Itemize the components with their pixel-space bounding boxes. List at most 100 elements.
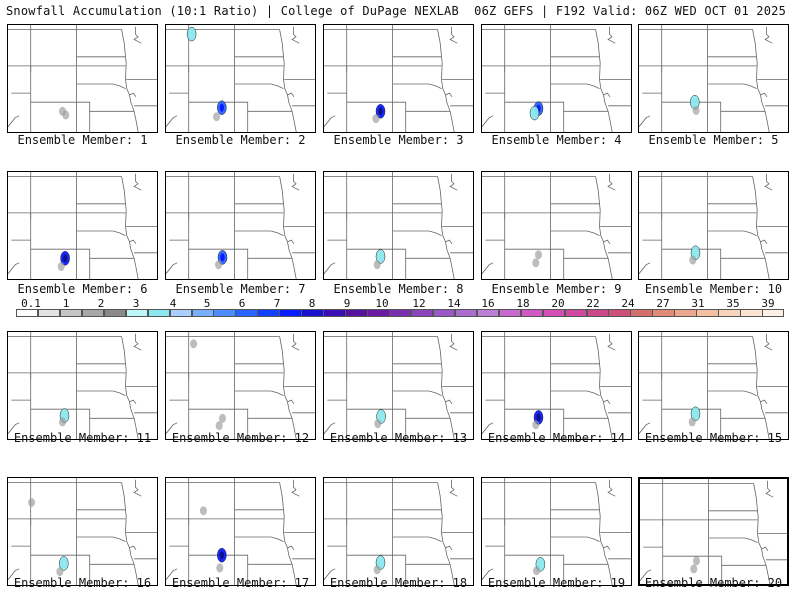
ensemble-member-label: Ensemble Member: 12 <box>171 431 310 445</box>
snowfall-blob <box>529 105 540 121</box>
state-border-line <box>482 568 494 580</box>
colorbar-swatch <box>520 309 544 317</box>
state-border-line <box>346 248 451 259</box>
river-border-line <box>437 29 455 132</box>
lake-outline <box>449 333 458 351</box>
colorbar-swatch <box>718 309 741 317</box>
state-border-line <box>188 248 293 259</box>
river-border-line <box>595 176 613 279</box>
state-border-line <box>30 101 135 112</box>
colorbar-tick-label: 12 <box>412 297 426 310</box>
ensemble-member-label: Ensemble Member: 19 <box>487 576 626 590</box>
map-svg <box>639 25 788 132</box>
ensemble-member-map <box>323 477 474 586</box>
ensemble-member-map <box>7 24 158 133</box>
ensemble-member-label: Ensemble Member: 5 <box>648 133 779 147</box>
lake-outline <box>449 479 458 497</box>
map-svg <box>639 172 788 279</box>
colorbar-swatch <box>762 309 785 317</box>
state-border-line <box>504 554 609 565</box>
ensemble-member-label: Ensemble Member: 13 <box>329 431 468 445</box>
colorbar-swatch <box>498 309 522 317</box>
colorbar-tick-label: 3 <box>132 297 140 310</box>
colorbar-swatch <box>367 309 390 317</box>
state-border-line <box>639 422 651 434</box>
river-border-line <box>112 230 126 236</box>
colorbar-swatch <box>389 309 412 317</box>
snowfall-blob <box>688 417 696 427</box>
lake-outline <box>291 479 300 497</box>
run-valid-time: 06Z GEFS | F192 Valid: 06Z WED OCT 01 20… <box>474 4 786 18</box>
river-border-line <box>287 399 295 405</box>
lake-outline <box>449 26 458 44</box>
state-border-line <box>8 422 20 434</box>
colorbar-tick-label: 6 <box>238 297 246 310</box>
river-border-line <box>270 83 284 89</box>
snowfall-blob <box>372 114 380 124</box>
state-border-line <box>661 248 766 259</box>
ensemble-member-label: Ensemble Member: 6 <box>17 282 148 296</box>
ensemble-member-map <box>7 331 158 440</box>
map-svg <box>482 332 631 439</box>
river-border-line <box>270 536 284 542</box>
map-svg <box>640 479 787 584</box>
lake-outline <box>449 173 458 191</box>
lake-outline <box>291 173 300 191</box>
snowfall-blob <box>213 112 221 122</box>
ensemble-member-map <box>165 24 316 133</box>
ensemble-member-map <box>638 24 789 133</box>
colorbar-swatch <box>476 309 500 317</box>
river-border-line <box>752 176 770 279</box>
colorbar-tick-label: 22 <box>586 297 600 310</box>
colorbar-swatch <box>125 309 149 317</box>
state-border-line <box>482 115 494 127</box>
snowfall-blob <box>60 251 70 266</box>
snowfall-blob <box>199 506 207 516</box>
colorbar-tick-label: 9 <box>343 297 351 310</box>
snowfall-blob <box>373 260 381 270</box>
lake-outline <box>133 479 142 497</box>
lake-outline <box>291 333 300 351</box>
map-svg <box>324 332 473 439</box>
snowfall-blob <box>533 566 540 576</box>
colorbar-swatch <box>542 309 566 317</box>
map-title: Snowfall Accumulation (10:1 Ratio) | Col… <box>6 4 459 18</box>
snowfall-blob <box>693 556 700 566</box>
colorbar-swatch <box>279 309 302 317</box>
colorbar-tick-label: 10 <box>375 297 389 310</box>
river-border-line <box>112 536 126 542</box>
lake-outline <box>765 480 774 498</box>
river-border-line <box>760 399 768 405</box>
ensemble-member-label: Ensemble Member: 14 <box>487 431 626 445</box>
ensemble-member-map <box>481 331 632 440</box>
colorbar-swatch <box>410 309 434 317</box>
ensemble-member-map <box>323 331 474 440</box>
river-border-line <box>279 176 297 279</box>
lake-outline <box>133 173 142 191</box>
map-svg <box>324 25 473 132</box>
colorbar-swatch <box>16 309 39 317</box>
river-border-line <box>129 92 137 98</box>
ensemble-member-map <box>481 477 632 586</box>
ensemble-member-label: Ensemble Member: 17 <box>171 576 310 590</box>
ensemble-member-map <box>638 477 789 586</box>
river-border-line <box>129 545 137 551</box>
snowfall-blob <box>59 556 69 571</box>
river-border-line <box>112 83 126 89</box>
state-border-line <box>346 408 451 419</box>
state-border-line <box>324 422 336 434</box>
river-border-line <box>129 239 137 245</box>
map-svg <box>166 25 315 132</box>
snowfall-blob <box>219 413 226 423</box>
river-border-line <box>121 336 139 439</box>
colorbar-swatch <box>169 309 193 317</box>
river-border-line <box>428 536 442 542</box>
colorbar-swatch <box>608 309 631 317</box>
snowfall-blob <box>217 547 227 563</box>
river-border-line <box>603 92 611 98</box>
ensemble-member-map <box>638 171 789 280</box>
map-svg <box>8 172 157 279</box>
river-border-line <box>428 83 442 89</box>
ensemble-member-map <box>165 331 316 440</box>
river-border-line <box>445 239 453 245</box>
